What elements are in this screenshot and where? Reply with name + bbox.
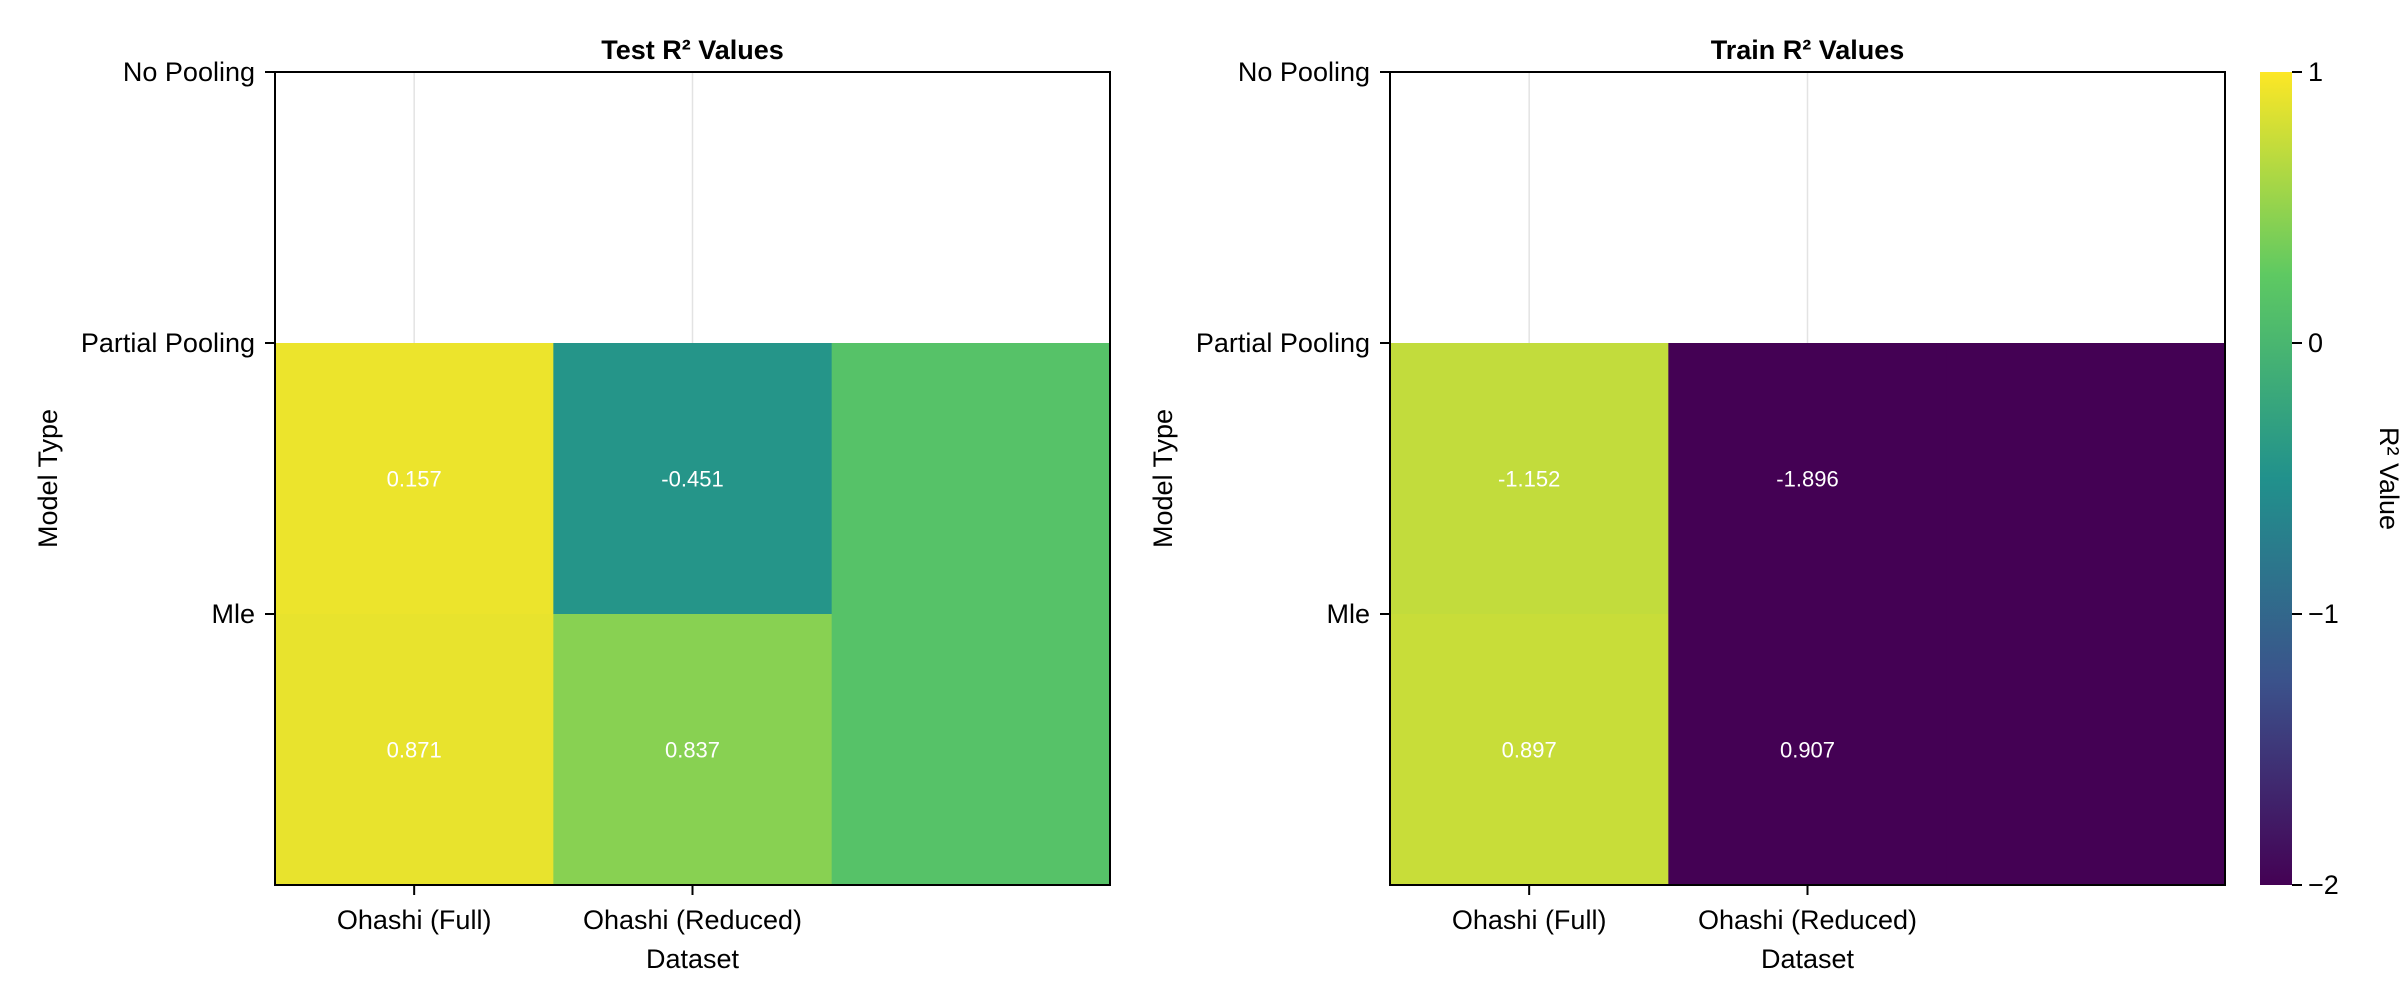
x-tick-label: Ohashi (Reduced) [583,905,802,935]
x-tick-label: Ohashi (Full) [1452,905,1607,935]
heatmap-cell [1390,614,1669,886]
train-heatmap-panel: -1.152 -1.896 0.897 0.907 Train R² Values No … [1148,35,2226,974]
x-tick-label: Ohashi (Reduced) [1698,905,1917,935]
heatmap-cell [275,343,554,615]
colorbar: 1 0 −1 −2 R² Value [2260,57,2400,900]
colorbar-tick-label: −1 [2308,599,2339,629]
cell-value-label: 0.157 [387,467,442,492]
x-axis-label: Dataset [1761,944,1855,974]
colorbar-tick-label: 1 [2308,57,2323,87]
chart-title: Train R² Values [1711,35,1905,65]
colorbar-label: R² Value [2374,427,2400,530]
colorbar-bar [2260,72,2292,885]
test-heatmap-panel: 0.157 -0.451 0.871 0.837 Test R² Values No Po… [33,35,1111,974]
heatmap-cell [1390,343,1669,615]
cell-value-label: 0.837 [665,738,720,763]
heatmap-cell [275,614,554,886]
x-tick-label: Ohashi (Full) [337,905,492,935]
y-tick-label: Mle [1326,599,1370,629]
colorbar-tick-label: −2 [2308,870,2339,900]
cell-value-label: -1.152 [1498,467,1560,492]
y-tick-label: No Pooling [1238,57,1370,87]
cell-value-label: 0.907 [1780,738,1835,763]
heatmap-cell [1946,614,2226,886]
heatmap-cell [1946,343,2226,615]
y-tick-label: Partial Pooling [1196,328,1370,358]
y-tick-label: No Pooling [123,57,255,87]
cell-value-label: 0.871 [387,738,442,763]
heatmap-cell [831,614,1111,886]
colorbar-tick-label: 0 [2308,328,2323,358]
y-axis-label: Model Type [33,409,63,548]
chart-title: Test R² Values [601,35,784,65]
cell-value-label: 0.897 [1502,738,1557,763]
heatmap-cell [1668,614,1948,886]
heatmap-cell [831,343,1111,615]
y-tick-label: Mle [211,599,255,629]
heatmap-cell [553,343,833,615]
heatmap-cell [553,614,833,886]
cell-value-label: -1.896 [1776,467,1838,492]
x-axis-label: Dataset [646,944,740,974]
y-tick-label: Partial Pooling [81,328,255,358]
y-axis-label: Model Type [1148,409,1178,548]
heatmap-cell [1668,343,1948,615]
cell-value-label: -0.451 [661,467,723,492]
